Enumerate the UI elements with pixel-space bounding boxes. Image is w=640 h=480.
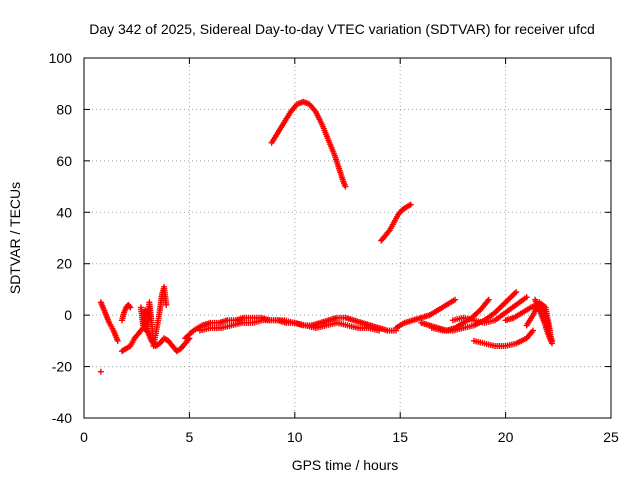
data-point [342,183,349,190]
data-point [385,228,392,235]
data-point [163,301,170,308]
x-tick-label: 5 [186,429,194,445]
y-tick-label: -20 [52,359,72,375]
x-tick-label: 10 [287,429,303,445]
y-tick-label: 0 [64,307,72,323]
data-point [523,294,530,301]
x-tick-label: 20 [498,429,514,445]
series-near-zero-2 [118,301,134,324]
y-tick-label: 80 [56,101,72,117]
data-point [548,340,555,347]
plot-frame [83,57,612,419]
series-late-3 [532,296,555,347]
series-flat-lower [196,317,383,334]
y-tick-label: 40 [56,204,72,220]
series-arc-mid [378,201,414,244]
x-axis-label: GPS time / hours [292,457,399,473]
data-point [126,303,133,310]
data-point [452,296,459,303]
series-outlier [97,368,104,375]
series-near-zero-1 [97,299,121,344]
series-dip [470,327,537,349]
data-point [530,327,537,334]
x-tick-label: 0 [80,429,88,445]
series-rise-1 [392,296,459,331]
data-points [97,98,555,375]
data-point [485,296,492,303]
series-segment-3 [428,289,520,334]
data-point [114,337,121,344]
series-segment-4 [449,294,530,326]
data-point [97,368,104,375]
y-tick-label: 100 [49,50,73,66]
y-axis-label: SDTVAR / TECUs [7,182,23,294]
data-point [407,201,414,208]
data-point [376,327,383,334]
y-tick-label: 60 [56,153,72,169]
y-tick-label: 20 [56,256,72,272]
series-arc-high [268,98,349,190]
y-tick-label: -40 [52,410,72,426]
chart-title: Day 342 of 2025, Sidereal Day-to-day VTE… [89,21,595,37]
data-point [513,289,520,295]
x-tick-label: 15 [392,429,408,445]
series-spikes [137,283,170,349]
grid [84,58,611,418]
data-point [127,304,134,311]
x-tick-label: 25 [603,429,619,445]
axis-ticks: 0 5 10 15 20 25 -40 -20 0 20 40 60 80 100 [49,50,619,445]
